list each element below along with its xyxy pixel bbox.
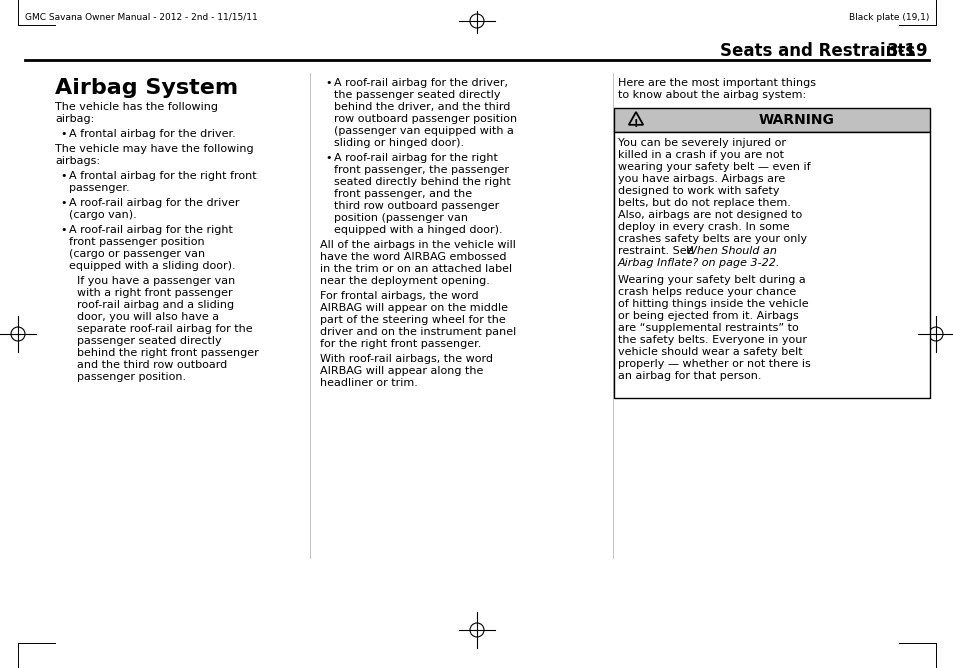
Text: you have airbags. Airbags are: you have airbags. Airbags are: [618, 174, 784, 184]
Text: in the trim or on an attached label: in the trim or on an attached label: [319, 264, 512, 274]
Text: behind the driver, and the third: behind the driver, and the third: [334, 102, 510, 112]
Text: If you have a passenger van: If you have a passenger van: [77, 276, 235, 286]
Text: (cargo van).: (cargo van).: [69, 210, 136, 220]
Text: All of the airbags in the vehicle will: All of the airbags in the vehicle will: [319, 240, 516, 250]
Text: passenger.: passenger.: [69, 183, 130, 193]
Text: WARNING: WARNING: [759, 113, 834, 127]
Text: and the third row outboard: and the third row outboard: [77, 360, 227, 370]
Text: are “supplemental restraints” to: are “supplemental restraints” to: [618, 323, 798, 333]
Text: A frontal airbag for the driver.: A frontal airbag for the driver.: [69, 129, 235, 139]
Text: (passenger van equipped with a: (passenger van equipped with a: [334, 126, 514, 136]
Text: Airbag Inflate? on page 3-22.: Airbag Inflate? on page 3-22.: [618, 258, 780, 268]
Text: equipped with a sliding door).: equipped with a sliding door).: [69, 261, 235, 271]
Text: third row outboard passenger: third row outboard passenger: [334, 201, 498, 211]
Text: AIRBAG will appear on the middle: AIRBAG will appear on the middle: [319, 303, 507, 313]
Text: •: •: [325, 153, 331, 163]
Text: crashes safety belts are your only: crashes safety belts are your only: [618, 234, 806, 244]
Text: properly — whether or not there is: properly — whether or not there is: [618, 359, 810, 369]
Text: 3-19: 3-19: [886, 42, 928, 60]
Text: Also, airbags are not designed to: Also, airbags are not designed to: [618, 210, 801, 220]
Text: equipped with a hinged door).: equipped with a hinged door).: [334, 225, 502, 235]
Text: A roof-rail airbag for the driver: A roof-rail airbag for the driver: [69, 198, 239, 208]
Text: of hitting things inside the vehicle: of hitting things inside the vehicle: [618, 299, 808, 309]
Text: separate roof-rail airbag for the: separate roof-rail airbag for the: [77, 324, 253, 334]
Text: GMC Savana Owner Manual - 2012 - 2nd - 11/15/11: GMC Savana Owner Manual - 2012 - 2nd - 1…: [25, 13, 257, 22]
Text: With roof-rail airbags, the word: With roof-rail airbags, the word: [319, 354, 493, 364]
Text: A roof-rail airbag for the right: A roof-rail airbag for the right: [334, 153, 497, 163]
Text: wearing your safety belt — even if: wearing your safety belt — even if: [618, 162, 810, 172]
Text: door, you will also have a: door, you will also have a: [77, 312, 219, 322]
Text: •: •: [60, 198, 67, 208]
Text: killed in a crash if you are not: killed in a crash if you are not: [618, 150, 783, 160]
Text: headliner or trim.: headliner or trim.: [319, 378, 417, 388]
Text: part of the steering wheel for the: part of the steering wheel for the: [319, 315, 505, 325]
Text: •: •: [325, 78, 331, 88]
Text: •: •: [60, 171, 67, 181]
Text: the safety belts. Everyone in your: the safety belts. Everyone in your: [618, 335, 806, 345]
Text: front passenger, and the: front passenger, and the: [334, 189, 472, 199]
Text: airbag:: airbag:: [55, 114, 94, 124]
Text: row outboard passenger position: row outboard passenger position: [334, 114, 517, 124]
Text: The vehicle has the following: The vehicle has the following: [55, 102, 218, 112]
Text: crash helps reduce your chance: crash helps reduce your chance: [618, 287, 796, 297]
Text: Here are the most important things: Here are the most important things: [618, 78, 815, 88]
Text: with a right front passenger: with a right front passenger: [77, 288, 233, 298]
Text: •: •: [60, 129, 67, 139]
Text: You can be severely injured or: You can be severely injured or: [618, 138, 785, 148]
Text: A frontal airbag for the right front: A frontal airbag for the right front: [69, 171, 256, 181]
Text: airbags:: airbags:: [55, 156, 100, 166]
Bar: [614, 132, 929, 398]
Text: When Should an: When Should an: [685, 246, 777, 256]
Text: deploy in every crash. In some: deploy in every crash. In some: [618, 222, 789, 232]
Text: Airbag System: Airbag System: [55, 78, 238, 98]
Text: restraint. See: restraint. See: [618, 246, 697, 256]
Text: roof-rail airbag and a sliding: roof-rail airbag and a sliding: [77, 300, 233, 310]
Text: have the word AIRBAG embossed: have the word AIRBAG embossed: [319, 252, 506, 262]
Text: Black plate (19,1): Black plate (19,1): [848, 13, 928, 22]
Text: •: •: [60, 225, 67, 235]
Text: an airbag for that person.: an airbag for that person.: [618, 371, 760, 381]
Text: front passenger position: front passenger position: [69, 237, 204, 247]
Text: to know about the airbag system:: to know about the airbag system:: [618, 90, 805, 100]
Text: Wearing your safety belt during a: Wearing your safety belt during a: [618, 275, 805, 285]
Text: A roof-rail airbag for the driver,: A roof-rail airbag for the driver,: [334, 78, 507, 88]
Text: or being ejected from it. Airbags: or being ejected from it. Airbags: [618, 311, 798, 321]
Text: the passenger seated directly: the passenger seated directly: [334, 90, 500, 100]
Text: near the deployment opening.: near the deployment opening.: [319, 276, 489, 286]
Text: !: !: [633, 119, 638, 129]
Text: designed to work with safety: designed to work with safety: [618, 186, 779, 196]
Text: front passenger, the passenger: front passenger, the passenger: [334, 165, 509, 175]
Text: AIRBAG will appear along the: AIRBAG will appear along the: [319, 366, 483, 376]
Text: position (passenger van: position (passenger van: [334, 213, 468, 223]
Text: (cargo or passenger van: (cargo or passenger van: [69, 249, 205, 259]
Text: for the right front passenger.: for the right front passenger.: [319, 339, 481, 349]
Text: A roof-rail airbag for the right: A roof-rail airbag for the right: [69, 225, 233, 235]
Text: The vehicle may have the following: The vehicle may have the following: [55, 144, 253, 154]
Text: behind the right front passenger: behind the right front passenger: [77, 348, 258, 358]
Text: driver and on the instrument panel: driver and on the instrument panel: [319, 327, 516, 337]
Text: seated directly behind the right: seated directly behind the right: [334, 177, 510, 187]
Text: passenger position.: passenger position.: [77, 372, 186, 382]
Text: passenger seated directly: passenger seated directly: [77, 336, 221, 346]
Text: vehicle should wear a safety belt: vehicle should wear a safety belt: [618, 347, 801, 357]
Text: Seats and Restraints: Seats and Restraints: [720, 42, 914, 60]
Text: For frontal airbags, the word: For frontal airbags, the word: [319, 291, 478, 301]
Text: sliding or hinged door).: sliding or hinged door).: [334, 138, 464, 148]
Bar: [614, 108, 929, 132]
Text: belts, but do not replace them.: belts, but do not replace them.: [618, 198, 790, 208]
